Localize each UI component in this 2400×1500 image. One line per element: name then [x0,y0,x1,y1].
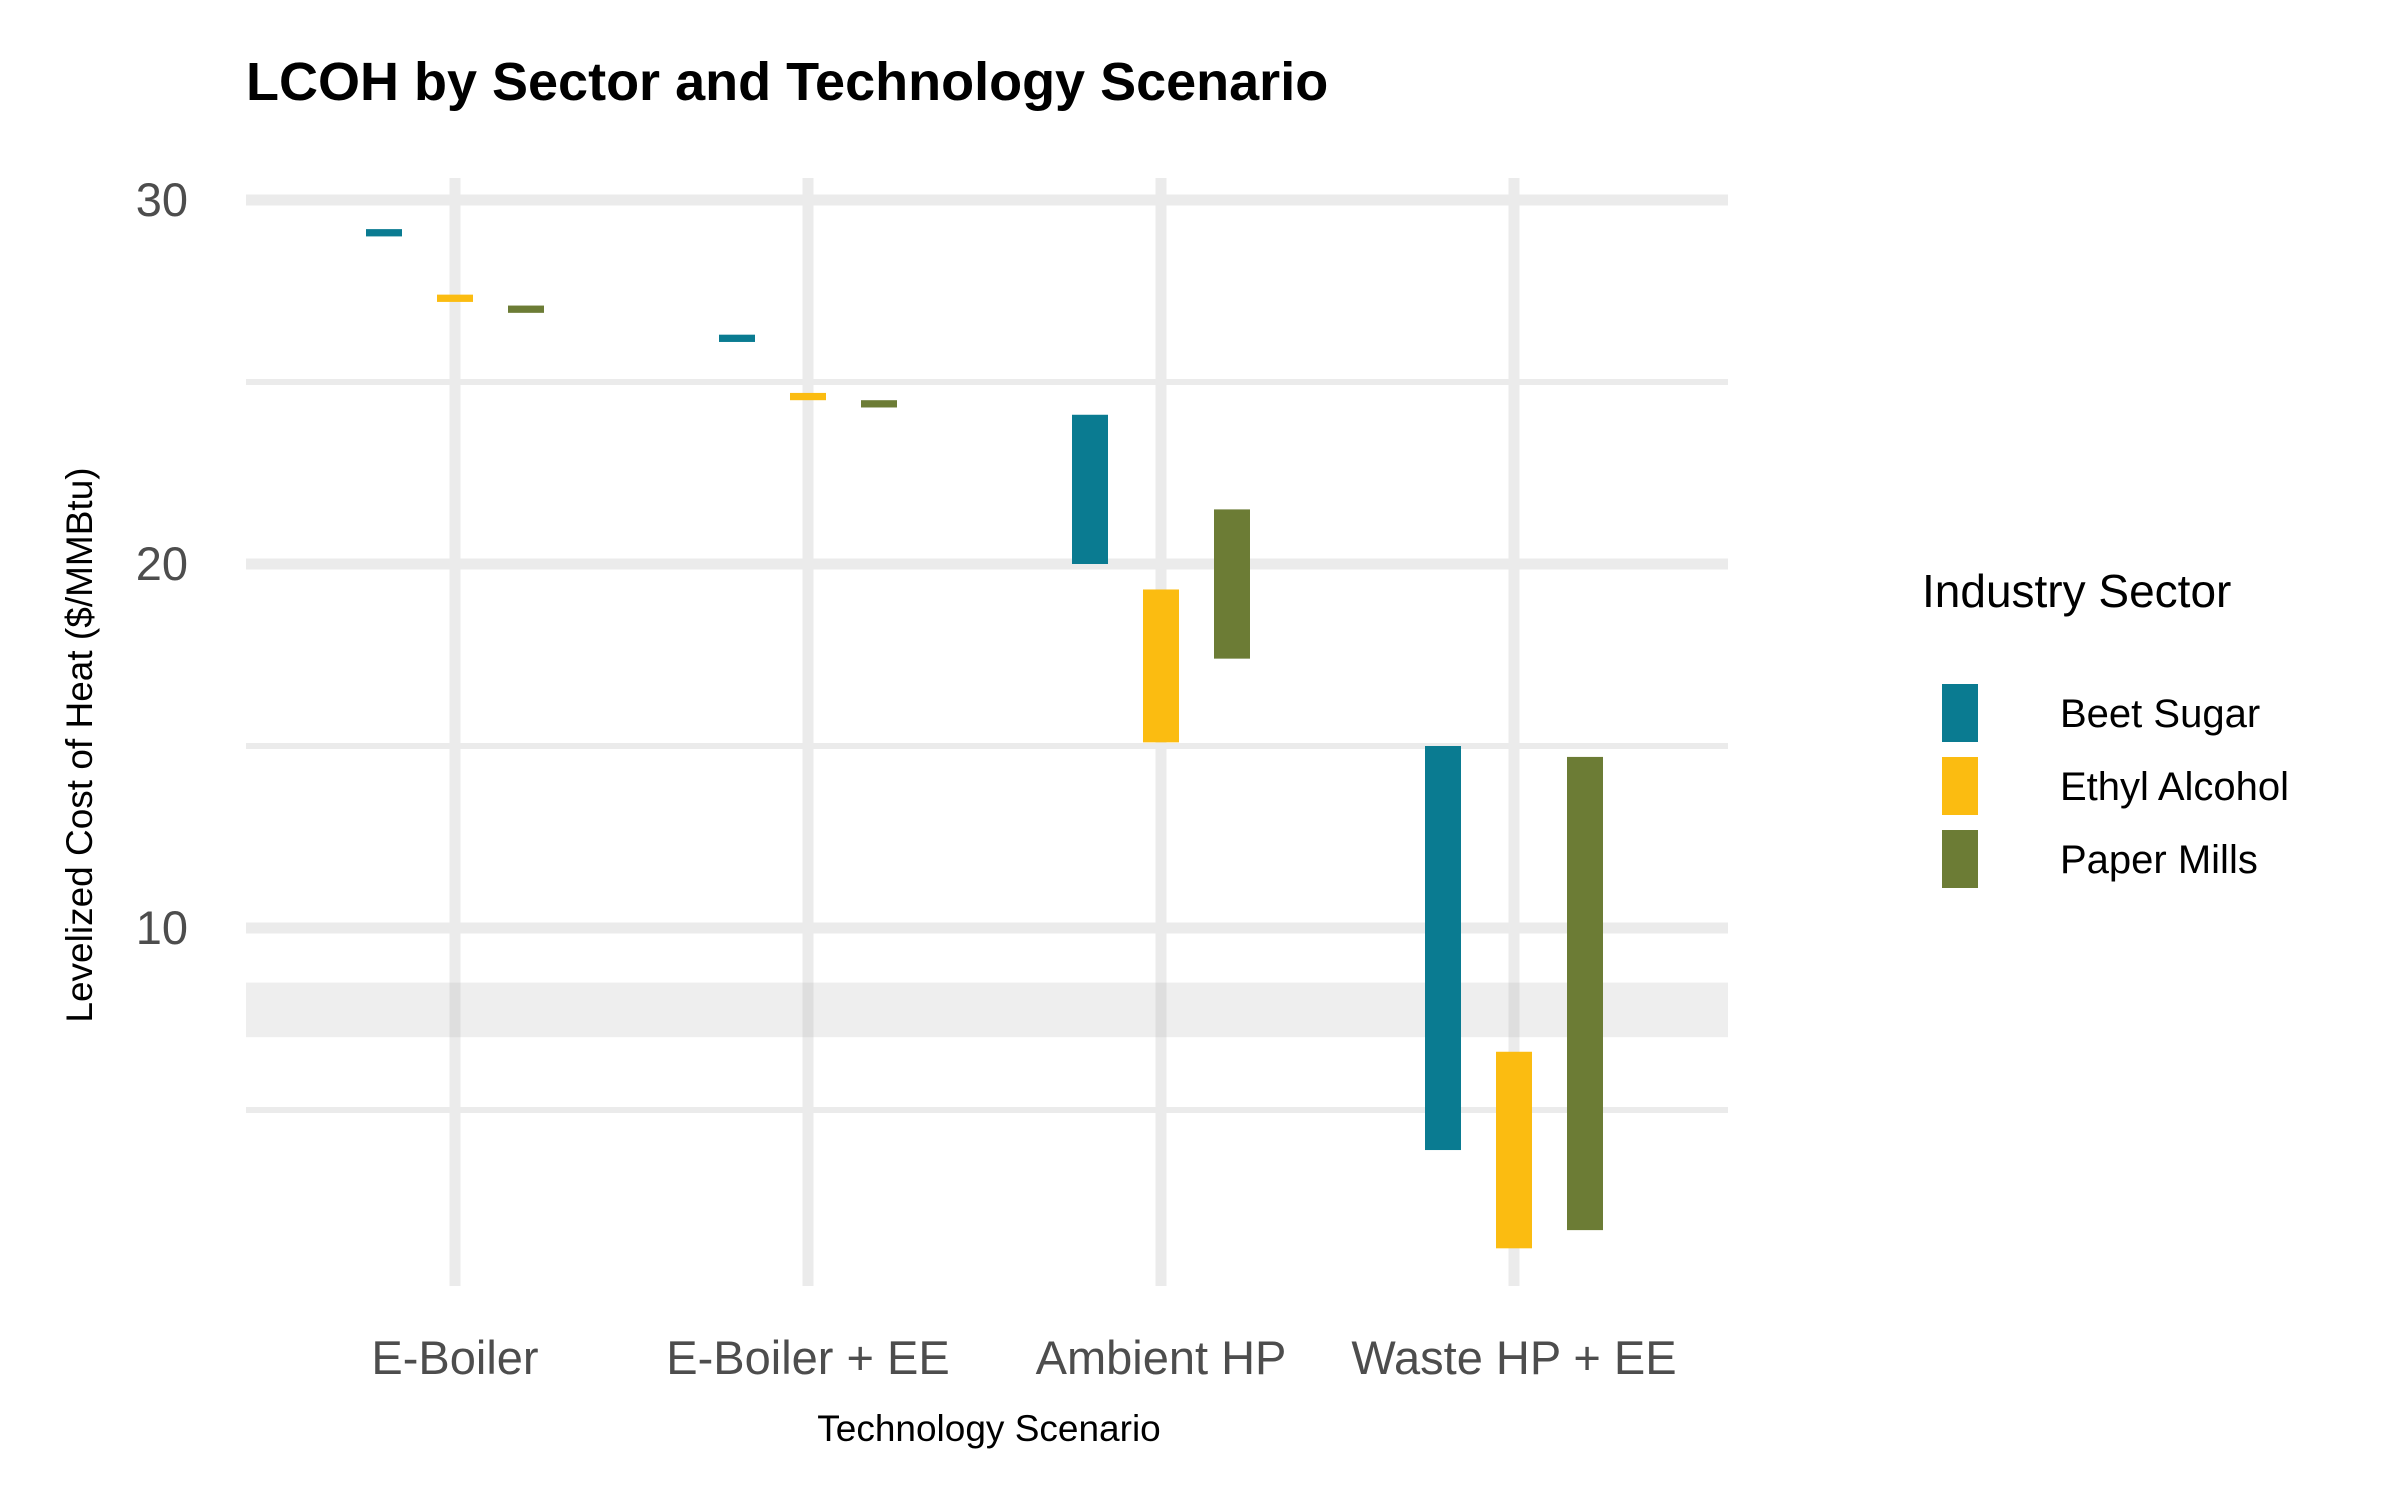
y-axis-title: Levelized Cost of Heat ($/MMBtu) [59,467,100,1022]
y-tick-label: 10 [136,901,188,954]
bar-beet-sugar-2 [719,334,755,342]
legend-label: Ethyl Alcohol [2060,765,2289,809]
legend-swatch [1942,830,1978,888]
chart-title: LCOH by Sector and Technology Scenario [246,52,1328,112]
legend-swatch [1942,757,1978,815]
bar-paper-mills-3 [1214,509,1250,659]
legend: Industry Sector Beet Sugar Ethyl Alcohol P… [1922,565,2289,888]
legend-label: Paper Mills [2060,838,2258,882]
x-tick-label: Waste HP + EE [1351,1331,1676,1384]
bar-beet-sugar-3 [1072,414,1108,564]
y-tick-labels: 10 20 30 [136,173,188,954]
bar-ethyl-alcohol-1 [437,294,473,302]
shaded-band [246,982,1728,1038]
bar-ethyl-alcohol-4 [1496,1051,1532,1249]
x-tick-label: E-Boiler [371,1331,538,1384]
legend-label: Beet Sugar [2060,692,2260,736]
bar-beet-sugar-1 [366,229,402,237]
legend-title: Industry Sector [1922,565,2231,617]
bar-paper-mills-2 [861,400,897,408]
bar-beet-sugar-4 [1425,746,1461,1151]
x-axis-title: Technology Scenario [817,1408,1161,1449]
x-tick-label: Ambient HP [1036,1331,1287,1384]
bar-paper-mills-1 [508,305,544,313]
x-tick-labels: E-Boiler E-Boiler + EE Ambient HP Waste HP … [371,1331,1676,1384]
x-tick-label: E-Boiler + EE [666,1331,949,1384]
y-tick-label: 20 [136,537,188,590]
shaded-band-rect [246,982,1728,1038]
legend-swatch [1942,684,1978,742]
bar-ethyl-alcohol-2 [790,392,826,401]
bar-ethyl-alcohol-3 [1143,589,1179,743]
y-tick-label: 30 [136,173,188,226]
bar-paper-mills-4 [1567,756,1603,1231]
bars [366,229,1603,1249]
